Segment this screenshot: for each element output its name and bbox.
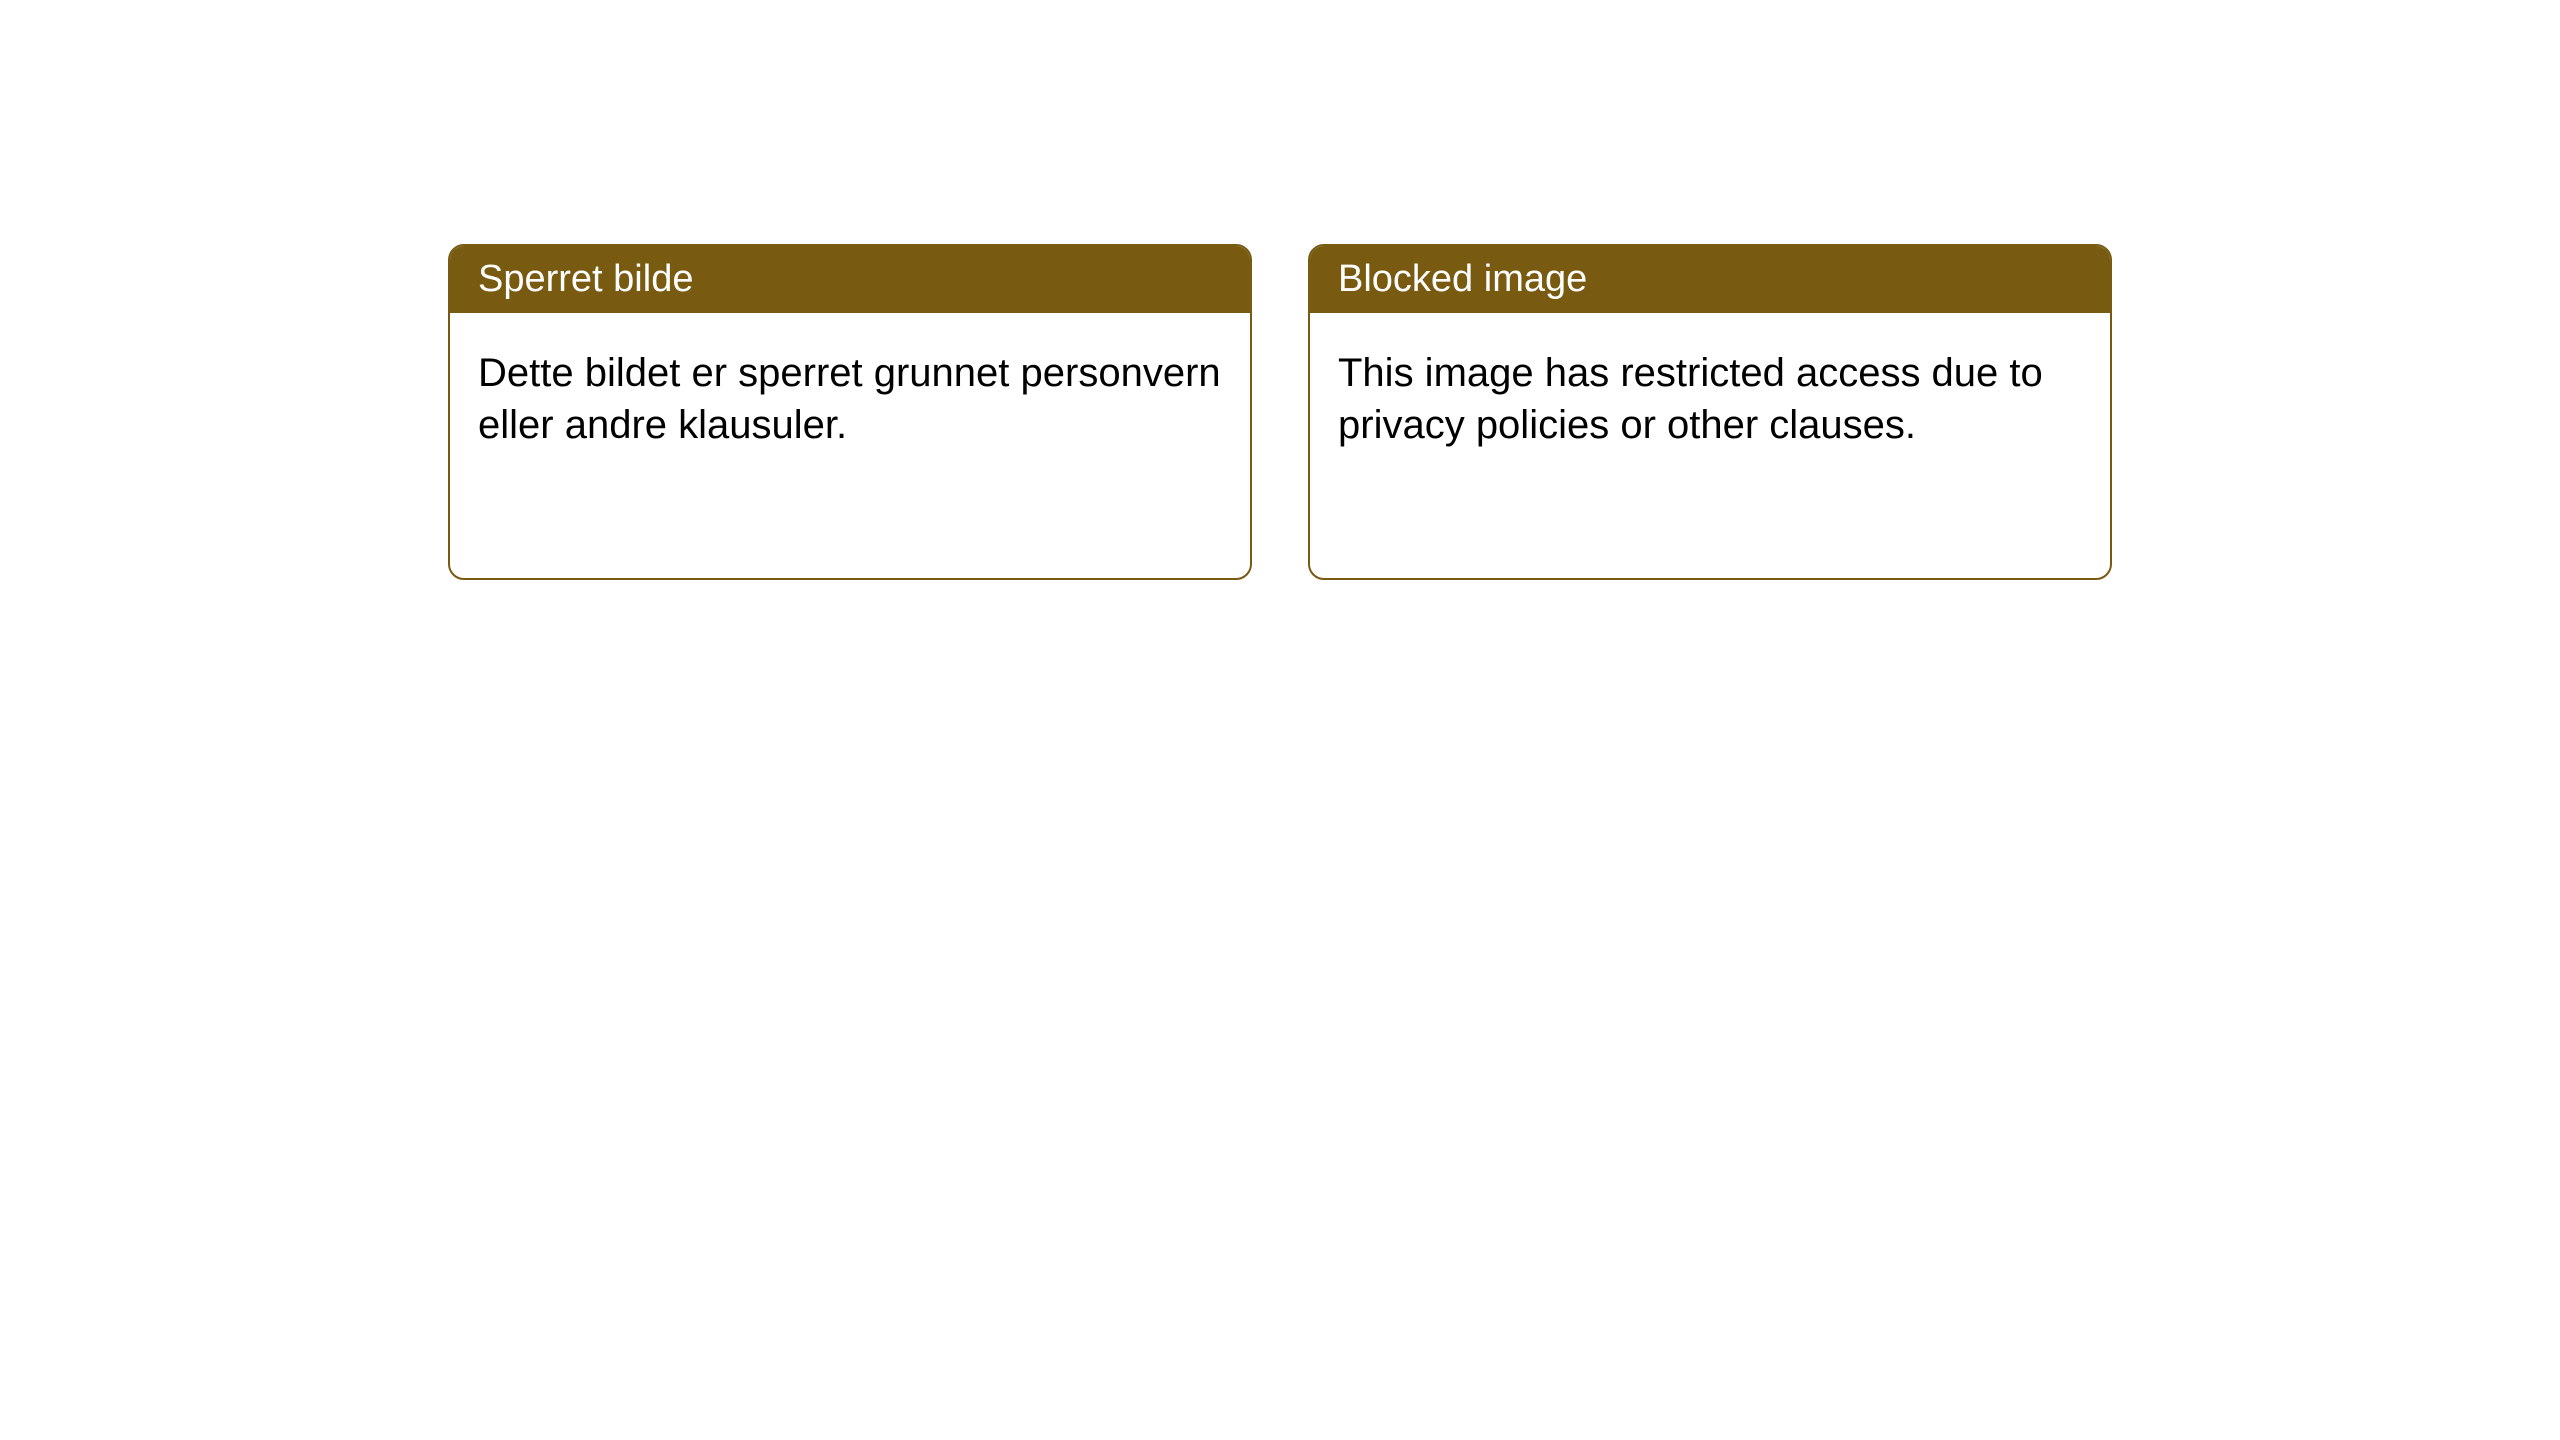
notice-body: Dette bildet er sperret grunnet personve… [450,313,1250,485]
notice-card-norwegian: Sperret bilde Dette bildet er sperret gr… [448,244,1252,580]
notice-title: Blocked image [1310,246,2110,313]
notice-title: Sperret bilde [450,246,1250,313]
notices-container: Sperret bilde Dette bildet er sperret gr… [0,0,2560,580]
notice-body: This image has restricted access due to … [1310,313,2110,485]
notice-card-english: Blocked image This image has restricted … [1308,244,2112,580]
